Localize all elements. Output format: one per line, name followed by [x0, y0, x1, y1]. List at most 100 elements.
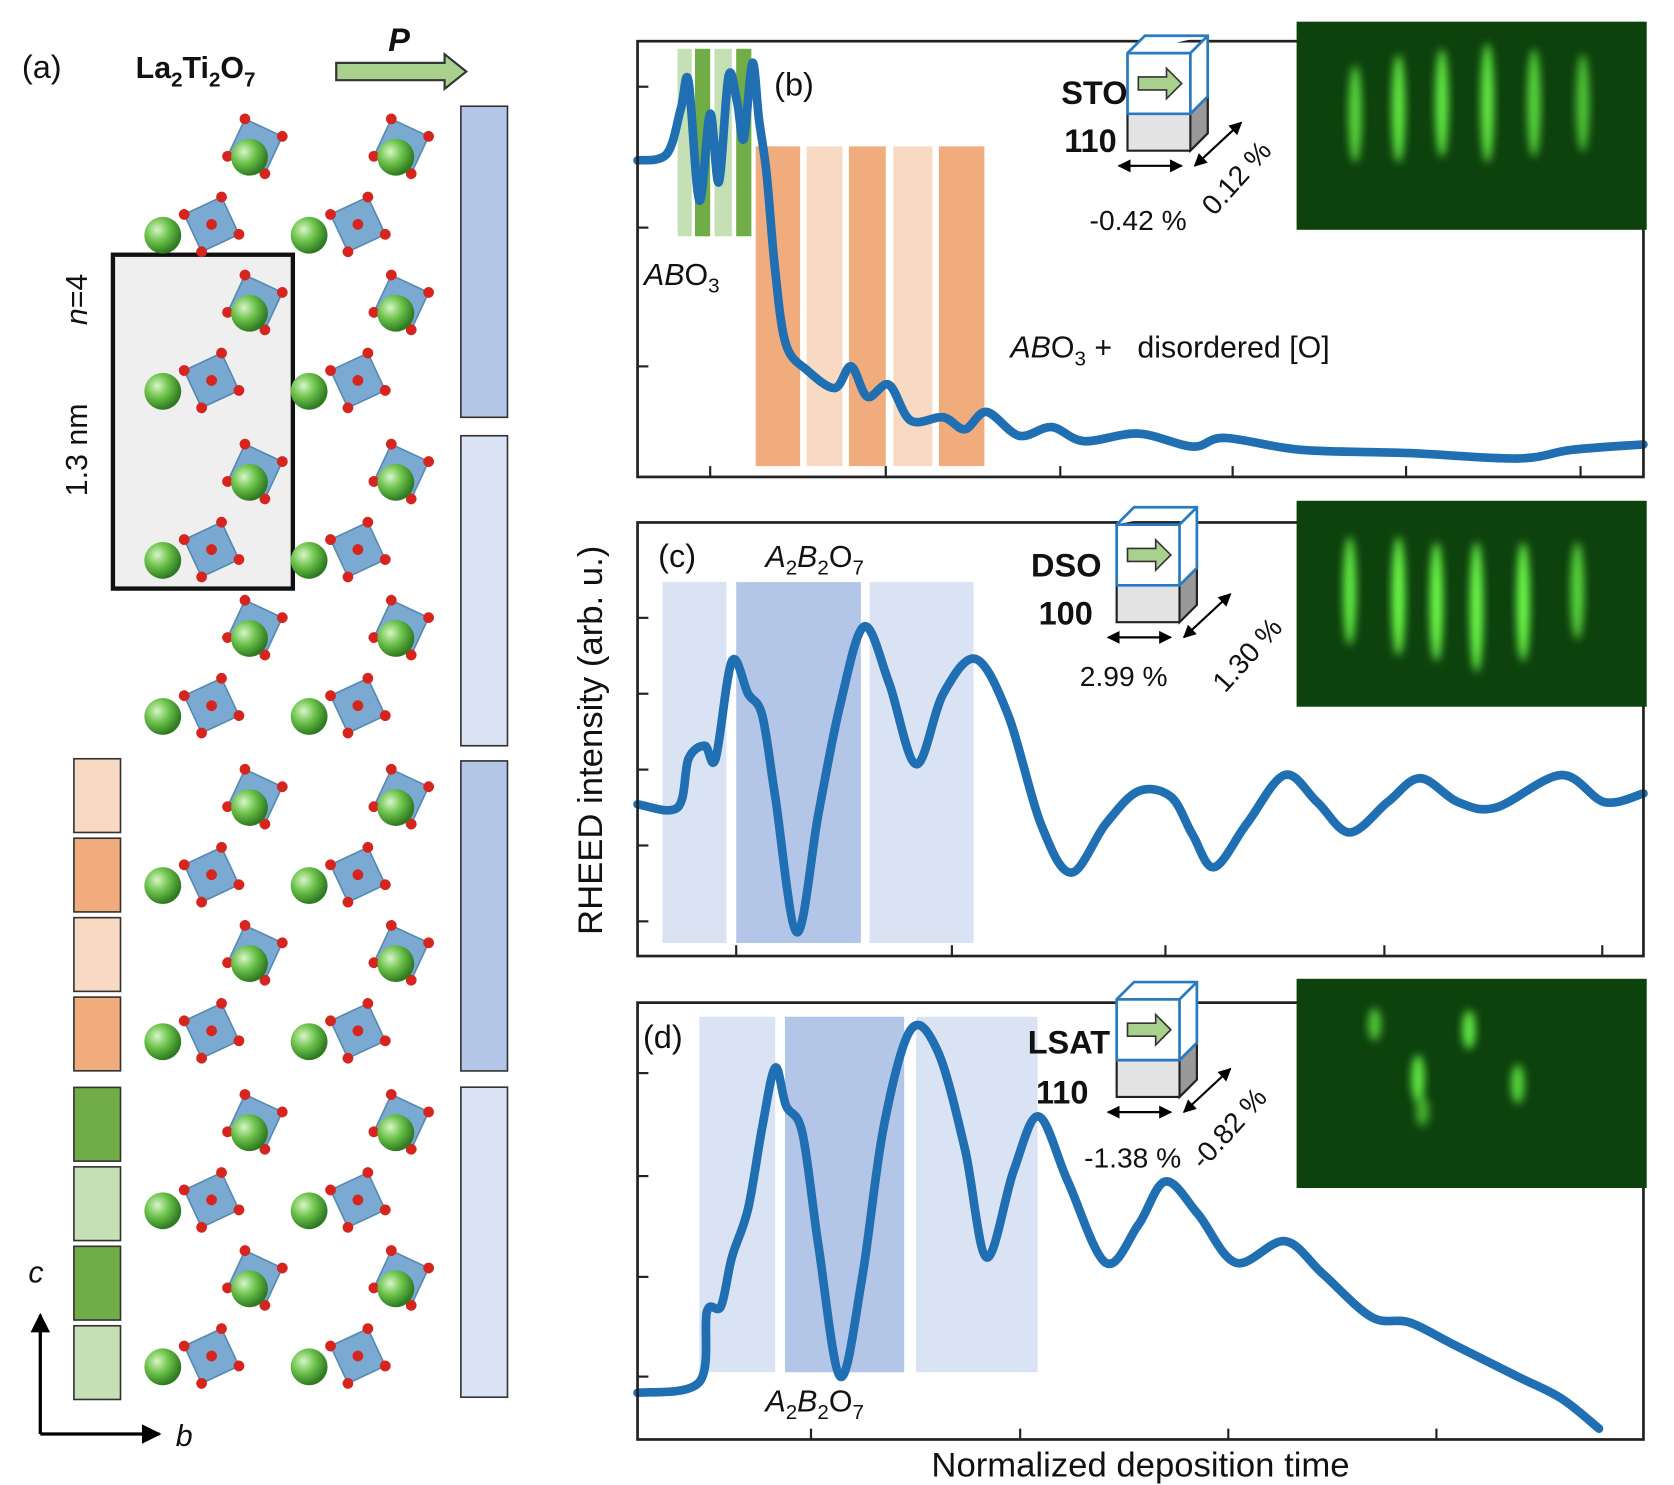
cube-arrow [1126, 537, 1173, 573]
octahedron [325, 191, 391, 258]
oxygen-atom [368, 476, 380, 487]
oxygen-atom [423, 456, 435, 467]
octahedron [178, 191, 245, 258]
oxygen-atom [352, 218, 364, 230]
oxygen-atom [342, 1377, 354, 1389]
rheed-streak [1511, 1064, 1525, 1104]
formula-part: Ti [183, 52, 209, 85]
strain-y-label: 1.30 % [1206, 611, 1288, 698]
oxygen-atom [405, 1143, 417, 1155]
oxygen-atom [259, 974, 271, 986]
strain-arrow [1182, 593, 1232, 639]
substrate-label: DSO [1031, 548, 1101, 584]
rheed-streak [1570, 541, 1584, 640]
film-label-part: A [763, 541, 785, 574]
oxygen-atom [196, 246, 208, 258]
la-atom [377, 945, 415, 983]
oxygen-atom [178, 534, 190, 546]
la-atom [144, 1023, 182, 1061]
oxygen-atom [239, 269, 251, 281]
la-atom [290, 216, 328, 254]
oxygen-atom [368, 306, 380, 318]
oxygen-atom [385, 594, 397, 606]
octahedron [325, 516, 391, 583]
orientation-label: 110 [1036, 1074, 1088, 1110]
rheed-streak [1576, 54, 1590, 152]
octahedron [178, 1167, 245, 1233]
oxygen-atom [233, 228, 245, 240]
rheed-curve [633, 622, 1648, 937]
oxygen-atom [368, 957, 380, 969]
layer-box [73, 1166, 122, 1242]
oxygen-atom [233, 710, 245, 722]
oxygen-atom [239, 763, 251, 775]
oxygen-atom [216, 1167, 227, 1178]
oxygen-atom [368, 1282, 380, 1294]
la-atom [231, 1114, 268, 1152]
oxygen-atom [423, 130, 435, 142]
oxygen-atom [178, 365, 190, 376]
substrate-label: STO [1061, 75, 1127, 111]
oxygen-atom [379, 1035, 391, 1047]
oxygen-atom [423, 937, 435, 949]
film-label-part: 2 [817, 556, 828, 579]
oxygen-atom [222, 306, 233, 318]
oxygen-atom [385, 763, 397, 775]
film-label-part: B [797, 541, 817, 574]
oxygen-atom [276, 456, 288, 467]
axis-b-label: b [176, 1420, 193, 1453]
oxygen-atom [276, 130, 288, 142]
rheed-streak [1391, 536, 1405, 656]
la-atom [144, 541, 182, 579]
oxygen-atom [352, 375, 364, 386]
la-atom [144, 1192, 182, 1230]
oxygen-atom [362, 1167, 374, 1178]
oxygen-atom [196, 571, 208, 583]
oxygen-atom [216, 841, 227, 853]
octahedron [325, 672, 391, 739]
oxygen-atom [379, 1204, 391, 1216]
oxygen-atom [362, 841, 374, 853]
formula-part: 7 [244, 69, 255, 92]
oxygen-atom [385, 1089, 397, 1100]
film-label-part: B [797, 1385, 817, 1418]
oxygen-atom [239, 1089, 251, 1100]
annotation-part: + disordered [O] [1086, 332, 1330, 365]
strain-arrow [1193, 121, 1243, 167]
oxygen-atom [423, 1106, 435, 1118]
oxygen-atom [352, 700, 364, 712]
oxygen-atom [362, 191, 374, 203]
oxygen-atom [362, 347, 374, 359]
oxygen-atom [342, 727, 354, 739]
oxygen-atom [216, 1323, 227, 1335]
oxygen-atom [178, 208, 190, 220]
n-label: n=4 [61, 274, 94, 326]
oxygen-atom [405, 324, 417, 336]
oxygen-atom [222, 1282, 233, 1294]
octahedron [325, 1323, 391, 1389]
film-label-part: AB [642, 259, 684, 292]
octahedron [325, 841, 391, 908]
la-atom [144, 867, 182, 905]
rheed-streak [1480, 43, 1494, 163]
n-label-part: =4 [61, 274, 94, 309]
rheed-streak [1368, 1008, 1382, 1041]
x-axis-label: Normalized deposition time [931, 1446, 1349, 1484]
region-shade [848, 146, 886, 467]
layer-box [73, 757, 122, 834]
oxygen-atom [325, 1015, 336, 1027]
la-atom [377, 294, 415, 332]
rheed-streak [1411, 1054, 1425, 1103]
oxygen-atom [276, 1262, 288, 1274]
octahedron [325, 998, 391, 1064]
oxygen-atom [325, 1184, 336, 1196]
strain-x-label: 2.99 % [1080, 660, 1168, 692]
layer-box [73, 996, 122, 1072]
film-label: ABO3 [642, 259, 720, 298]
oxygen-atom [196, 896, 208, 908]
oxygen-atom [276, 612, 288, 624]
oxygen-atom [362, 1323, 374, 1335]
la-atom [377, 1114, 415, 1152]
oxygen-atom [239, 1245, 251, 1257]
